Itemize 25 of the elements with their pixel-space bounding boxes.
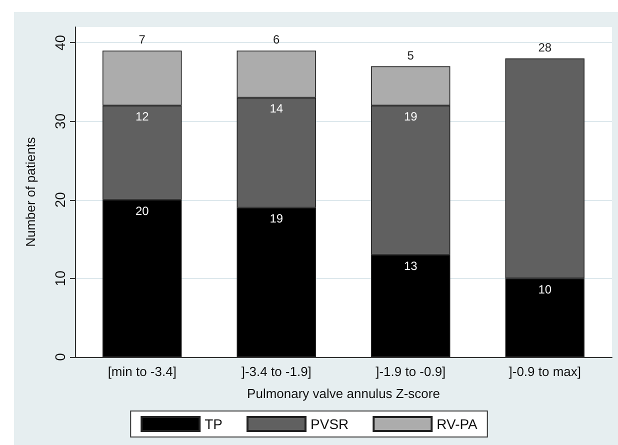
legend-label: RV-PA [436, 416, 478, 432]
data-label: 13 [404, 258, 418, 273]
data-label: 5 [407, 48, 414, 62]
y-tick-label: 20 [52, 192, 68, 208]
data-label: 19 [270, 212, 284, 226]
data-label: 10 [538, 282, 552, 296]
x-tick-label: ]-3.4 to -1.9] [241, 364, 312, 379]
x-axis-title: Pulmonary valve annulus Z-score [247, 386, 440, 401]
y-tick-label: 0 [52, 352, 68, 361]
x-tick-label: ]-0.9 to max] [508, 364, 581, 379]
data-label: 14 [270, 102, 284, 116]
y-tick-label: 30 [52, 113, 68, 130]
y-tick-label: 40 [52, 34, 68, 51]
x-tick-label: ]-1.9 to -0.9] [376, 364, 446, 379]
data-label: 28 [538, 40, 552, 54]
data-label: 20 [135, 204, 150, 218]
data-label: 6 [273, 32, 280, 47]
data-label: 19 [404, 110, 418, 124]
legend-label: PVSR [310, 416, 349, 432]
data-label: 7 [138, 32, 146, 47]
y-axis-title: Number of patients [23, 136, 38, 247]
x-tick-label: [min to -3.4] [108, 364, 176, 379]
y-tick-label: 10 [52, 270, 68, 286]
data-label: 12 [135, 110, 150, 124]
legend-label: TP [204, 416, 223, 432]
